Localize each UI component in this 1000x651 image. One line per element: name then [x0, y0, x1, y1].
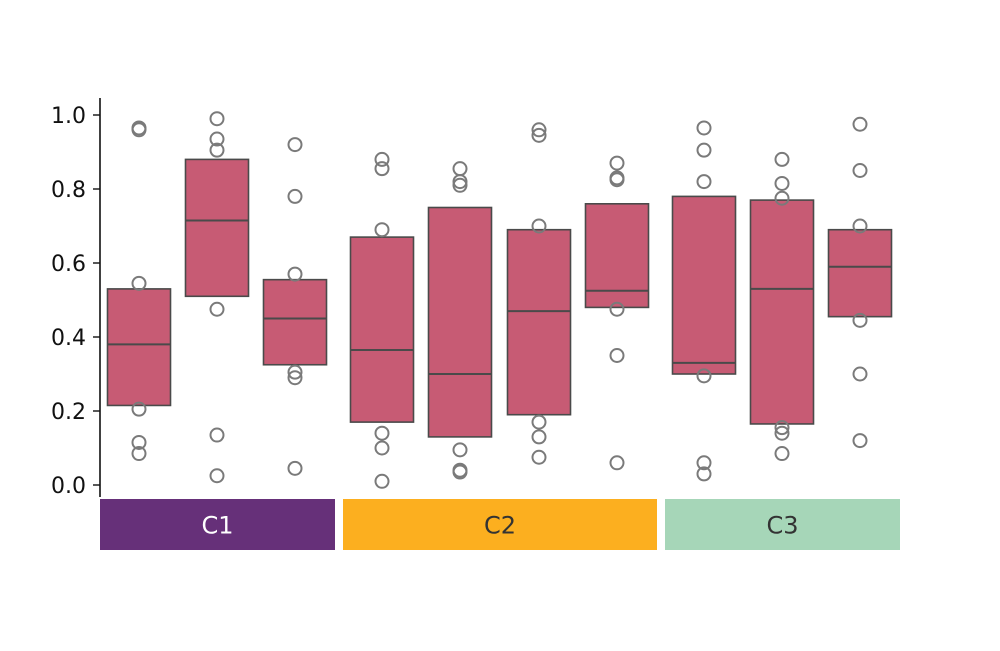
outlier-point — [852, 366, 868, 382]
outlier-point — [287, 137, 303, 153]
outlier-point — [131, 434, 147, 450]
outlier-point — [131, 446, 147, 462]
box-iqr — [827, 228, 893, 318]
outlier-point — [209, 301, 225, 317]
outlier-point — [287, 364, 303, 380]
outlier-point — [452, 161, 468, 177]
outlier-point — [852, 312, 868, 328]
box-iqr — [184, 158, 250, 298]
outlier-point — [531, 127, 547, 143]
group-band-rect — [100, 499, 335, 550]
outlier-point — [374, 440, 390, 456]
box-iqr — [506, 228, 572, 416]
y-axis: 0.0 0.2 0.4 0.6 0.8 1.0 — [51, 98, 101, 499]
group-bands: C1 C2 C3 — [100, 499, 900, 550]
box-iqr — [262, 278, 328, 366]
box-c3-3 — [827, 116, 893, 449]
outlier-point — [287, 188, 303, 204]
outlier-point — [774, 425, 790, 441]
outlier-point — [131, 401, 147, 417]
outlier-point — [287, 370, 303, 386]
outlier-point — [609, 172, 625, 188]
box-iqr — [349, 236, 415, 423]
outlier-point — [852, 433, 868, 449]
outlier-point — [531, 414, 547, 430]
outlier-point — [131, 275, 147, 291]
outlier-point — [452, 177, 468, 193]
box-c2-1 — [349, 151, 415, 489]
outlier-point — [852, 116, 868, 132]
outlier-point — [774, 175, 790, 191]
outlier-point — [696, 142, 712, 158]
box-c1-3 — [262, 137, 328, 476]
box-iqr — [106, 288, 172, 407]
box-c2-4 — [584, 155, 650, 471]
outlier-point — [696, 368, 712, 384]
outlier-point — [531, 218, 547, 234]
outlier-point — [531, 429, 547, 445]
outlier-point — [374, 161, 390, 177]
outlier-point — [609, 301, 625, 317]
outlier-point — [531, 122, 547, 138]
outlier-point — [374, 425, 390, 441]
outlier-point — [696, 120, 712, 136]
outlier-point — [774, 446, 790, 462]
outlier-point — [452, 442, 468, 458]
outlier-point — [452, 464, 468, 480]
outlier-point — [531, 449, 547, 465]
y-tick-label: 0.8 — [51, 178, 86, 203]
box-c1-1 — [106, 120, 172, 462]
outlier-point — [287, 266, 303, 282]
outlier-point — [696, 174, 712, 190]
outlier-point — [774, 420, 790, 436]
box-iqr — [671, 195, 737, 375]
box-c3-1 — [671, 120, 737, 482]
outlier-point — [374, 222, 390, 238]
y-tick-label: 0.2 — [51, 400, 86, 425]
y-tick-label: 1.0 — [51, 104, 86, 129]
box-iqr — [749, 199, 815, 425]
outlier-point — [209, 427, 225, 443]
outlier-point — [609, 455, 625, 471]
outlier-point — [609, 348, 625, 363]
group-label: C1 — [201, 512, 233, 540]
outlier-point — [209, 131, 225, 147]
group-band-c1: C1 — [100, 499, 335, 550]
box-c3-2 — [749, 151, 815, 462]
box-series — [106, 111, 893, 489]
box-c2-3 — [506, 122, 572, 465]
y-tick-label: 0.6 — [51, 252, 86, 277]
group-band-c3: C3 — [665, 499, 900, 550]
box-iqr — [584, 203, 650, 309]
y-tick-label: 0.4 — [51, 326, 86, 351]
group-label: C2 — [484, 512, 516, 540]
y-tick-label: 0.0 — [51, 474, 86, 499]
outlier-point — [209, 142, 225, 158]
outlier-point — [696, 455, 712, 471]
outlier-point — [287, 460, 303, 476]
group-band-rect — [665, 499, 900, 550]
group-label: C3 — [766, 512, 798, 540]
outlier-point — [374, 151, 390, 167]
outlier-point — [209, 111, 225, 127]
outlier-point — [209, 468, 225, 484]
outlier-point — [131, 122, 147, 138]
group-band-c2: C2 — [343, 499, 657, 550]
outlier-point — [696, 466, 712, 482]
outlier-point — [774, 190, 790, 206]
outlier-point — [374, 473, 390, 489]
box-c2-2 — [427, 161, 493, 480]
outlier-point — [609, 155, 625, 171]
outlier-point — [852, 218, 868, 234]
box-c1-2 — [184, 111, 250, 484]
outlier-point — [774, 151, 790, 167]
box-iqr — [427, 206, 493, 438]
group-band-rect — [343, 499, 657, 550]
outlier-point — [852, 163, 868, 178]
